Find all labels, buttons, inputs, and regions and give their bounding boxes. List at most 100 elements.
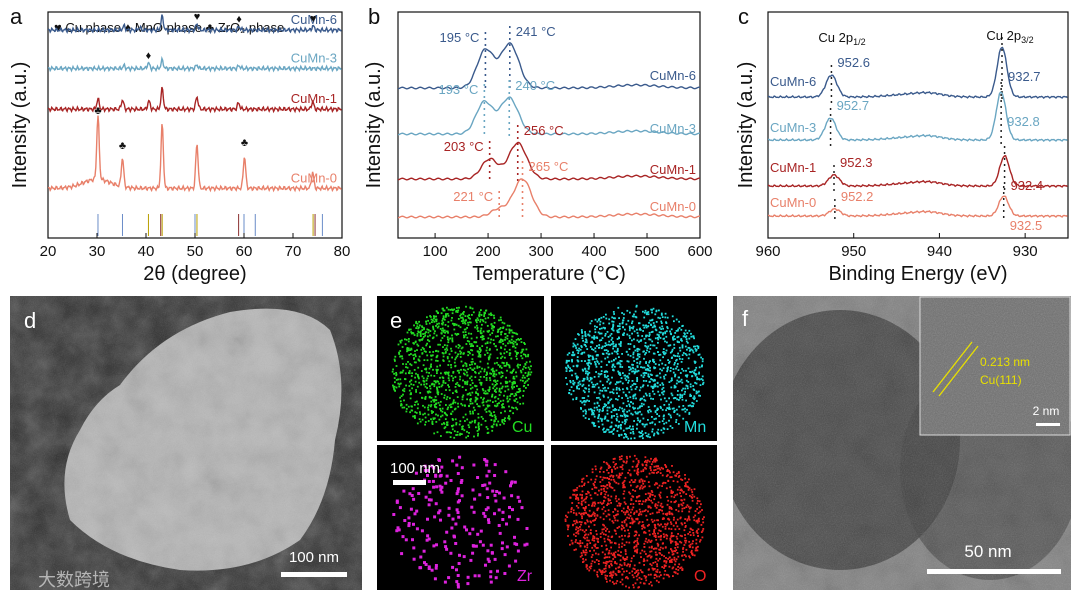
eds-dot (653, 361, 655, 364)
eds-dot (495, 391, 497, 393)
eds-dot (608, 382, 611, 385)
eds-dot (459, 420, 462, 423)
x-tick-label-b: 200 (476, 243, 501, 260)
eds-dot (594, 519, 596, 521)
eds-dot (672, 368, 675, 370)
map-label-mn: Mn (684, 419, 706, 436)
eds-dot (661, 369, 663, 372)
eds-dot (610, 339, 613, 341)
eds-dot (518, 388, 521, 390)
eds-dot (617, 476, 620, 479)
eds-dot (514, 341, 517, 343)
eds-dot (654, 551, 657, 554)
eds-dot (419, 566, 423, 570)
eds-dot (467, 354, 470, 357)
eds-dot (606, 356, 609, 359)
eds-dot (413, 512, 417, 516)
eds-dot (473, 362, 476, 365)
eds-dot (419, 411, 421, 414)
eds-dot (438, 404, 441, 407)
eds-dot (652, 533, 654, 535)
eds-dot (688, 347, 691, 349)
eds-dot (471, 544, 475, 548)
eds-dot (683, 544, 686, 546)
x-tick-label-a: 60 (236, 243, 253, 260)
eds-dot (646, 555, 649, 558)
eds-dot (475, 319, 477, 322)
eds-dot (582, 499, 585, 502)
eds-dot (688, 411, 691, 414)
eds-dot (468, 426, 471, 429)
eds-dot (515, 355, 518, 358)
eds-dot (591, 503, 594, 506)
eds-dot (515, 542, 519, 546)
eds-dot (696, 376, 698, 379)
eds-dot (442, 355, 445, 358)
eds-dot (626, 309, 629, 312)
eds-dot (429, 387, 432, 390)
eds-dot (608, 566, 611, 569)
eds-dot (572, 380, 575, 382)
eds-dot (666, 368, 669, 371)
eds-dot (689, 527, 692, 530)
eds-dot (654, 573, 657, 576)
eds-dot (490, 412, 493, 415)
eds-dot (648, 499, 650, 501)
eds-dot (596, 382, 599, 385)
eds-dot (639, 500, 641, 502)
eds-dot (425, 368, 427, 371)
eds-dot (617, 553, 619, 556)
eds-dot (579, 528, 582, 531)
eds-dot (421, 396, 423, 399)
eds-dot (658, 467, 660, 470)
eds-dot (441, 329, 443, 332)
eds-dot (654, 527, 657, 530)
eds-dot (669, 476, 672, 479)
eds-dot (474, 400, 477, 403)
eds-dot (599, 532, 602, 535)
eds-dot (651, 461, 654, 463)
eds-dot (574, 535, 577, 537)
eds-dot (591, 539, 594, 541)
eds-dot (624, 377, 627, 380)
eds-dot (666, 523, 668, 526)
eds-dot (523, 342, 525, 344)
eds-dot (415, 361, 417, 364)
eds-dot (656, 519, 658, 522)
eds-dot (681, 398, 684, 401)
eds-dot (418, 418, 421, 420)
eds-dot (632, 432, 635, 435)
eds-dot (582, 389, 585, 392)
eds-dot (690, 496, 693, 498)
eds-dot (589, 494, 592, 497)
eds-dot (479, 370, 482, 373)
eds-dot (618, 356, 620, 358)
eds-dot (622, 326, 624, 328)
eds-dot (606, 504, 608, 506)
eds-dot (631, 332, 633, 335)
eds-dot (486, 373, 488, 375)
eds-dot (410, 379, 413, 382)
eds-dot (676, 537, 679, 540)
eds-dot (585, 549, 587, 551)
eds-dot (584, 534, 586, 537)
eds-dot (500, 330, 503, 333)
eds-dot (446, 396, 449, 398)
eds-dot (639, 419, 642, 422)
series-label-a: CuMn-0 (291, 170, 337, 185)
eds-dot (477, 319, 480, 321)
eds-dot (621, 521, 624, 524)
eds-dot (449, 309, 452, 311)
eds-dot (467, 324, 470, 326)
eds-dot (619, 406, 621, 409)
eds-dot (493, 375, 496, 378)
eds-dot (619, 380, 622, 383)
eds-dot (517, 352, 519, 354)
eds-dot (661, 554, 663, 556)
eds-dot (610, 495, 613, 498)
eds-dot (651, 430, 654, 433)
eds-dot (424, 423, 426, 426)
eds-dot (449, 551, 453, 555)
eds-dot (644, 309, 647, 312)
eds-dot (596, 320, 599, 323)
